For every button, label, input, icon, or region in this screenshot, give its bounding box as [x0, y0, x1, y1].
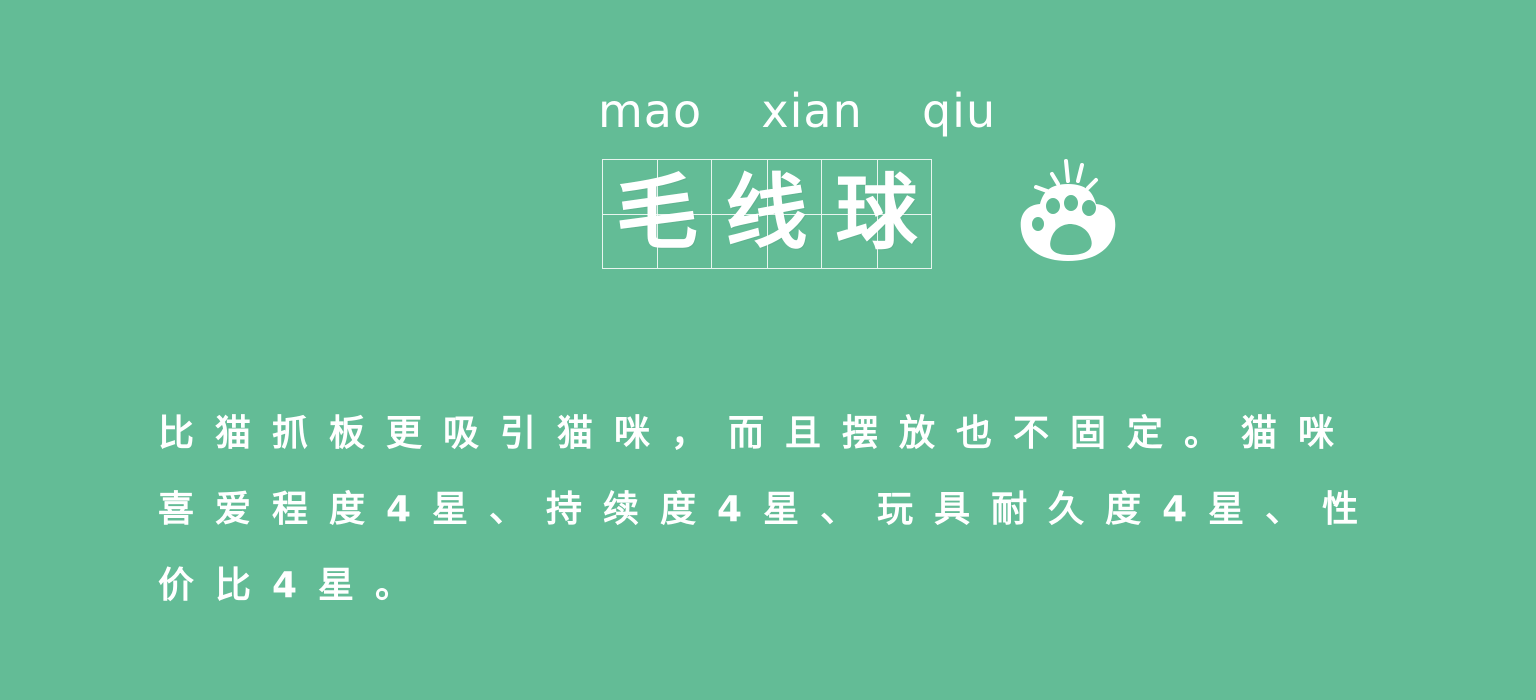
title-char: 球 [835, 166, 918, 261]
title-cell-3: 球 [822, 159, 932, 269]
paw-shape [1020, 184, 1116, 261]
title-grid: 毛 线 球 [602, 159, 932, 269]
title-char: 线 [725, 166, 808, 261]
product-description: 比猫抓板更吸引猫咪，而且摆放也不固定。猫咪喜爱程度4星、持续度4星、玩具耐久度4… [158, 413, 1380, 606]
pinyin-title: mao xian qiu [598, 84, 997, 138]
title-cell-1: 毛 [602, 159, 712, 269]
title-char: 毛 [615, 166, 698, 261]
sparkle-lines [1034, 159, 1098, 193]
title-cell-2: 线 [712, 159, 822, 269]
paw-icon [1020, 159, 1116, 261]
